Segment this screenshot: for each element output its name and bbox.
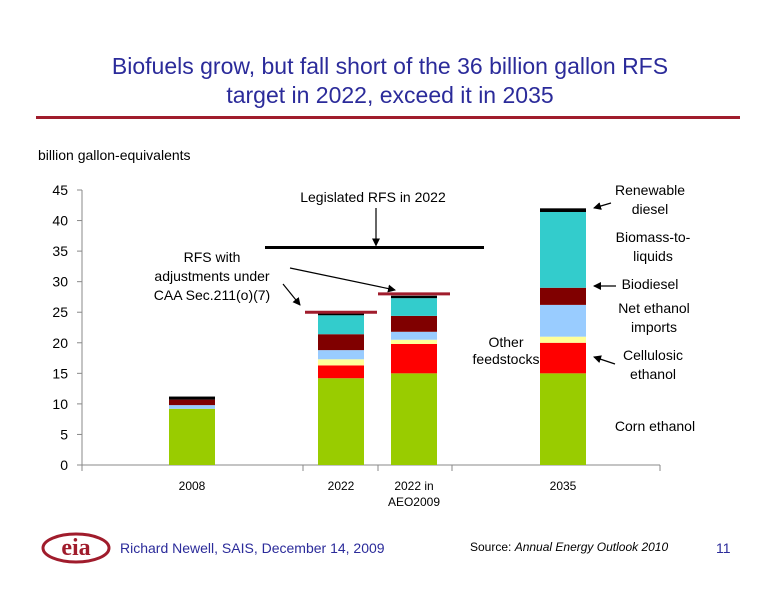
other-feedstocks-label: feedstocks [473, 351, 540, 367]
x-tick-label: 2022 [328, 479, 355, 493]
y-tick-label: 20 [52, 335, 68, 351]
legend-label-net-ethanol-imports: Net ethanol [618, 300, 690, 316]
y-axis-unit-label: billion gallon-equivalents [38, 147, 191, 163]
other-feedstocks-label: Other [488, 334, 523, 350]
bar-segment-corn-ethanol [318, 378, 364, 465]
title-divider [36, 116, 740, 119]
footer-author: Richard Newell, SAIS, December 14, 2009 [120, 540, 385, 556]
y-tick-label: 15 [52, 365, 68, 381]
y-tick-label: 0 [60, 457, 68, 473]
y-tick-label: 25 [52, 304, 68, 320]
x-tick-label: AEO2009 [388, 495, 440, 509]
bar-segment-biomass-to-liquids [540, 212, 586, 288]
bar-segment-corn-ethanol [169, 408, 215, 465]
bar-segment-net-ethanol-imports [391, 331, 437, 340]
x-tick-label: 2022 in [394, 479, 433, 493]
rfs-adjusted-label: RFS with [184, 249, 241, 265]
eia-logo-icon: eia [41, 532, 111, 564]
legend-label-renewable-diesel: Renewable [615, 182, 685, 198]
bar-segment-corn-ethanol [540, 373, 586, 465]
y-tick-label: 35 [52, 243, 68, 259]
rfs-adjusted-arrow-aeo2009 [289, 267, 396, 293]
title-line-1: Biofuels grow, but fall short of the 36 … [111, 53, 669, 79]
chart-title: Biofuels grow, but fall short of the 36 … [60, 52, 720, 110]
legend-arrow-cellulosic-ethanol [593, 355, 616, 365]
eia-logo: eia [40, 530, 112, 571]
bar-segment-net-ethanol-imports [318, 350, 364, 360]
legend-label-cellulosic-ethanol: ethanol [630, 366, 676, 382]
bar-segment-biodiesel [169, 399, 215, 406]
y-tick-label: 10 [52, 396, 68, 412]
eia-logo-text: eia [61, 535, 90, 561]
bar-segment-renewable-diesel [540, 208, 586, 212]
rfs-adjusted-label: adjustments under [154, 268, 270, 284]
y-tick-label: 45 [52, 182, 68, 198]
rfs-adjusted-arrow-2022 [282, 283, 301, 306]
rfs-adjusted-label: CAA Sec.211(o)(7) [154, 287, 270, 303]
legend-label-net-ethanol-imports: imports [631, 319, 677, 335]
legend-label-renewable-diesel: diesel [632, 201, 669, 217]
bar-segment-cellulosic-ethanol [391, 344, 437, 374]
x-tick-label: 2035 [550, 479, 577, 493]
legend-label-biodiesel: Biodiesel [622, 276, 679, 292]
bar-segment-biodiesel [391, 315, 437, 332]
bar-segment-biodiesel [318, 334, 364, 351]
bar-segment-cellulosic-ethanol [540, 342, 586, 374]
title-line-2: target in 2022, exceed it in 2035 [226, 82, 554, 108]
legend-label-cellulosic-ethanol: Cellulosic [623, 347, 683, 363]
source-prefix: Source: [470, 540, 515, 554]
bar-segment-biodiesel [540, 287, 586, 305]
legislated-rfs-label: Legislated RFS in 2022 [300, 189, 446, 205]
bar-segment-renewable-diesel [318, 312, 364, 316]
bar-segment-net-ethanol-imports [540, 304, 586, 337]
y-tick-label: 30 [52, 274, 68, 290]
bar-segment-other-feedstocks [540, 336, 586, 343]
x-tick-label: 2008 [179, 479, 206, 493]
bar-segment-biomass-to-liquids [391, 298, 437, 316]
bar-segment-renewable-diesel [391, 295, 437, 299]
y-tick-label: 40 [52, 213, 68, 229]
bar-segment-corn-ethanol [391, 373, 437, 465]
bar-segment-cellulosic-ethanol [318, 365, 364, 379]
legend-arrow-renewable-diesel [593, 202, 612, 210]
page-number: 11 [716, 540, 731, 556]
source-title: Annual Energy Outlook 2010 [514, 540, 669, 554]
bar-segment-other-feedstocks [391, 339, 437, 344]
footer-source: Source: Annual Energy Outlook 2010 [470, 540, 668, 554]
legend-label-biomass-to-liquids: Biomass-to- [616, 229, 691, 245]
bar-segment-net-ethanol-imports [169, 405, 215, 409]
legend-label-corn-ethanol: Corn ethanol [615, 418, 695, 434]
bar-segment-other-feedstocks [318, 359, 364, 366]
bar-segment-renewable-diesel [169, 396, 215, 400]
y-tick-label: 5 [60, 426, 68, 442]
legend-label-biomass-to-liquids: liquids [633, 248, 673, 264]
bar-segment-biomass-to-liquids [318, 315, 364, 335]
